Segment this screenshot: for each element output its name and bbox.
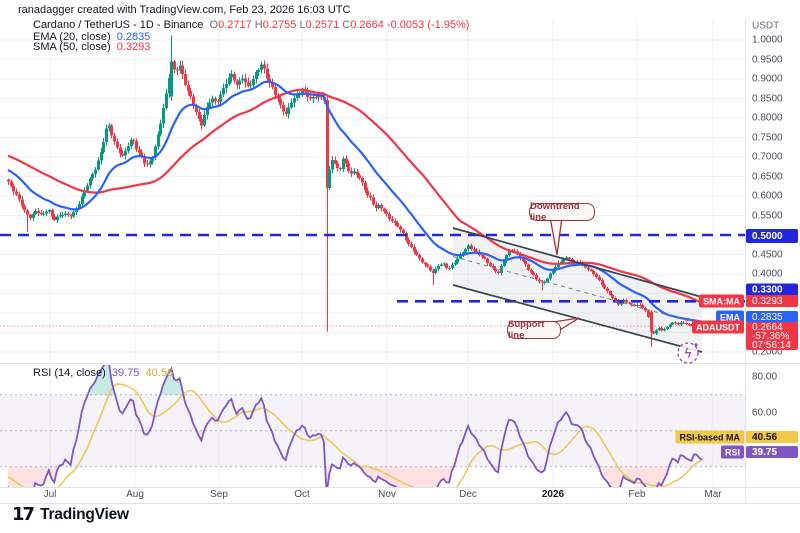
downtrend-line-callout[interactable]: Downtrend line bbox=[529, 201, 595, 223]
axis-chip-last: ADAUSDT bbox=[692, 320, 744, 334]
rsi-tick-60.00: 60.00 bbox=[752, 407, 778, 419]
ema-legend-row[interactable]: EMA (20, close) 0.2835 bbox=[33, 31, 150, 43]
axis-badge-level-033: 0.3300 bbox=[746, 283, 798, 297]
sma-legend-row[interactable]: SMA (50, close) 0.3293 bbox=[33, 41, 150, 53]
price-tick-0.2000: 0.2000 bbox=[752, 346, 783, 358]
candlestick-series bbox=[7, 35, 704, 347]
price-tick-0.6000: 0.6000 bbox=[752, 190, 783, 202]
axis-badge-rsi-ma: 40.56 bbox=[746, 431, 798, 443]
symbol-title: Cardano / TetherUS - 1D - Binance bbox=[33, 19, 204, 31]
axis-badge-last: 0.2664 -57.36% 07:56:14 bbox=[746, 322, 798, 350]
time-label-Nov[interactable]: Nov bbox=[378, 489, 396, 500]
price-tick-0.7000: 0.7000 bbox=[752, 151, 783, 163]
time-label-Sep[interactable]: Sep bbox=[210, 489, 228, 500]
rsi-legend-row[interactable]: RSI (14, close) 39.75 40.56 bbox=[33, 367, 173, 379]
axis-chip-rsi-ma: RSI-based MA bbox=[675, 430, 744, 444]
price-tick-0.9500: 0.9500 bbox=[752, 54, 783, 65]
sma-50-line bbox=[7, 88, 703, 305]
svg-text:ϟ: ϟ bbox=[685, 346, 692, 361]
axis-badge-level-05: 0.5000 bbox=[746, 229, 798, 243]
price-tick-0.4500: 0.4500 bbox=[752, 249, 783, 260]
lightning-idea-icon[interactable]: ϟ bbox=[677, 342, 699, 364]
rsi-ma-value: 40.56 bbox=[145, 367, 174, 379]
price-tick-0.7500: 0.7500 bbox=[752, 132, 783, 143]
rsi-ma-line bbox=[7, 383, 703, 487]
ohlc-values: O0.2717 H0.2755 L0.2571 C0.2664 bbox=[209, 19, 387, 31]
channel-midline bbox=[452, 256, 703, 325]
rsi-label: RSI (14, close) bbox=[33, 367, 106, 379]
price-axis-unit: USDT bbox=[752, 20, 780, 32]
gridlines bbox=[0, 21, 745, 487]
time-label-Feb[interactable]: Feb bbox=[628, 489, 646, 500]
price-tick-0.9000: 0.9000 bbox=[752, 73, 783, 85]
change-value: -0.0053 (-1.95%) bbox=[386, 19, 470, 31]
axis-chip-ema: EMA bbox=[716, 310, 744, 324]
price-tick-1.0000: 1.0000 bbox=[752, 34, 783, 46]
time-label-Oct[interactable]: Oct bbox=[294, 489, 310, 500]
downtrend-line[interactable] bbox=[452, 227, 703, 298]
attribution-text: ranadagger created with TradingView.com,… bbox=[18, 4, 351, 16]
axis-chip-rsi: RSI bbox=[720, 445, 744, 459]
axis-badge-sma: 0.3293 bbox=[746, 295, 798, 307]
ema-value: 0.2835 bbox=[116, 30, 151, 43]
time-label-Mar[interactable]: Mar bbox=[704, 489, 722, 500]
tradingview-logo[interactable]: 17 TradingView bbox=[12, 504, 129, 525]
time-label-2026[interactable]: 2026 bbox=[541, 489, 565, 500]
price-tick-0.8500: 0.8500 bbox=[752, 93, 783, 104]
price-tick-0.6500: 0.6500 bbox=[752, 171, 783, 182]
rsi-line bbox=[7, 365, 703, 487]
ema-label: EMA (20, close) bbox=[33, 30, 111, 43]
downtrend-line-label: Downtrend line bbox=[530, 201, 580, 223]
axis-badge-rsi: 39.75 bbox=[746, 446, 798, 458]
axis-chip-sma: SMA:MA bbox=[699, 294, 744, 308]
sma-label: SMA (50, close) bbox=[33, 41, 111, 53]
rsi-tick-80.00: 80.00 bbox=[752, 371, 778, 383]
support-line-label: Support line bbox=[508, 319, 545, 341]
symbol-legend-row[interactable]: Cardano / TetherUS - 1D - Binance O0.271… bbox=[33, 19, 469, 31]
time-label-Aug[interactable]: Aug bbox=[126, 489, 144, 500]
time-label-Dec[interactable]: Dec bbox=[459, 489, 477, 500]
axis-badge-ema: 0.2835 bbox=[746, 311, 798, 323]
time-label-Jul[interactable]: Jul bbox=[43, 489, 57, 500]
price-tick-0.4000: 0.4000 bbox=[752, 268, 783, 280]
tradingview-logo-text: TradingView bbox=[40, 505, 129, 523]
price-tick-0.8000: 0.8000 bbox=[752, 112, 783, 124]
rsi-value: 39.75 bbox=[111, 367, 140, 379]
support-line-callout[interactable]: Support line bbox=[507, 319, 561, 341]
tradingview-logo-icon: 17 bbox=[12, 504, 35, 525]
price-tick-0.5500: 0.5500 bbox=[752, 210, 783, 221]
sma-value: 0.3293 bbox=[116, 41, 151, 53]
